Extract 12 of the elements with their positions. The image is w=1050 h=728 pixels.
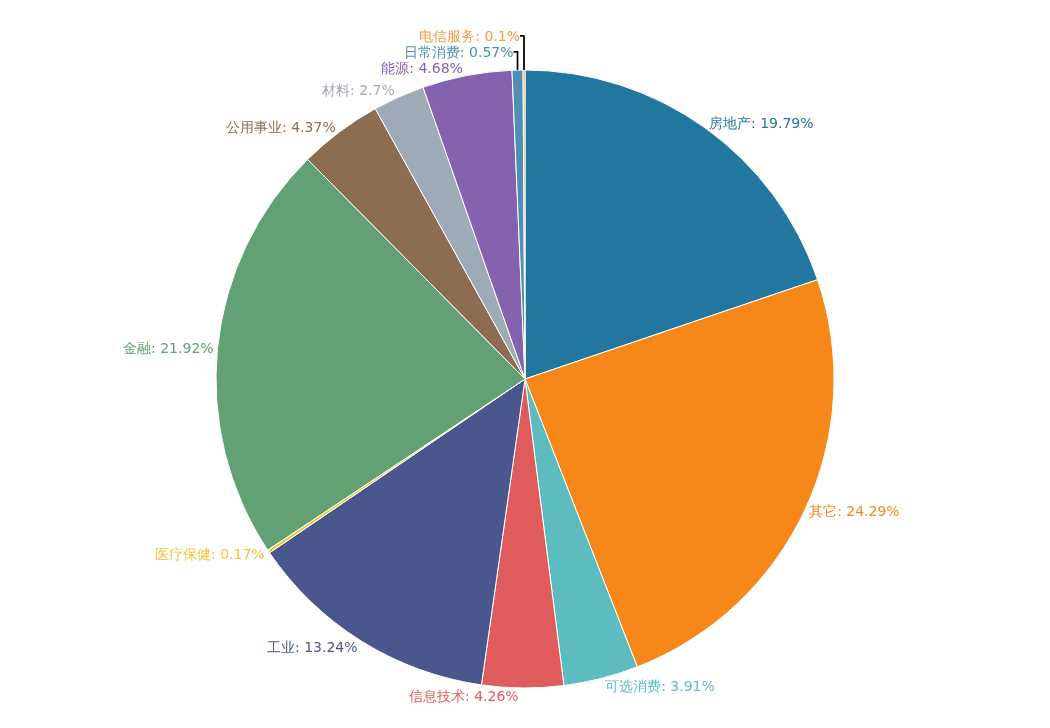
slice-label: 房地产: 19.79% bbox=[708, 114, 814, 131]
slice-label: 公用事业: 4.37% bbox=[226, 118, 336, 135]
slice-label: 其它: 24.29% bbox=[809, 502, 900, 519]
slice-label: 工业: 13.24% bbox=[267, 639, 358, 655]
slice-label: 能源: 4.68% bbox=[381, 59, 463, 76]
slice-label: 金融: 21.92% bbox=[123, 339, 214, 356]
slice-label: 可选消费: 3.91% bbox=[605, 677, 715, 694]
slice-label: 材料: 2.7% bbox=[320, 82, 395, 99]
slice-label: 电信服务: 0.1% bbox=[419, 27, 521, 44]
slice-label: 日常消费: 0.57% bbox=[403, 43, 514, 60]
slice-label: 信息技术: 4.26% bbox=[409, 687, 519, 704]
slice-label: 医疗保健: 0.17% bbox=[154, 545, 265, 562]
